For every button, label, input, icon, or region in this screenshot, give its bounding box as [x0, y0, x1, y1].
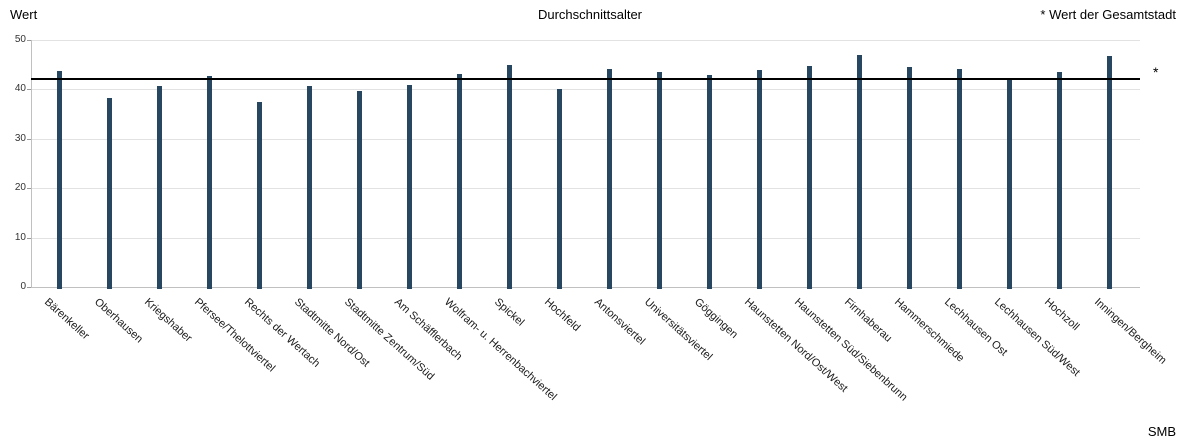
- y-axis-tick: [27, 138, 31, 140]
- y-gridline: [31, 188, 1140, 190]
- x-axis-label: Kriegshaber: [141, 296, 194, 345]
- x-axis-label: Firnhaberau: [841, 296, 894, 345]
- y-tick-label: 40: [14, 83, 26, 95]
- y-axis-line: [31, 40, 32, 288]
- bar: [757, 70, 762, 289]
- bar: [57, 70, 62, 289]
- bar: [557, 89, 562, 289]
- bar: [607, 69, 612, 289]
- bar: [707, 74, 712, 289]
- bar: [307, 85, 312, 289]
- y-tick-label: 10: [14, 231, 26, 243]
- y-tick-label: 20: [14, 182, 26, 194]
- x-axis-label: Stadtmitte Zentrum/Süd: [341, 296, 436, 383]
- bar: [407, 84, 412, 289]
- x-axis-label: Hochfeld: [541, 296, 582, 334]
- chart-title: Durchschnittsalter: [537, 7, 643, 22]
- reference-legend-note: * Wert der Gesamtstadt: [1040, 7, 1176, 22]
- y-tick-label: 0: [20, 281, 26, 292]
- bar: [357, 91, 362, 289]
- y-gridline: [31, 89, 1140, 91]
- y-axis-tick: [27, 287, 31, 288]
- x-axis-label: Oberhausen: [91, 296, 145, 346]
- y-axis-tick: [27, 89, 31, 91]
- x-axis-label: Göggingen: [691, 296, 740, 341]
- x-axis-label: Antonsviertel: [591, 296, 647, 348]
- x-axis-label: Hochzoll: [1041, 296, 1081, 334]
- x-axis-line: [31, 287, 1140, 288]
- bar: [857, 55, 862, 289]
- source-label: SMB: [1147, 424, 1176, 439]
- bar: [907, 67, 912, 289]
- bar: [107, 97, 112, 289]
- x-axis-label: Inningen/Bergheim: [1091, 296, 1169, 367]
- bar: [457, 74, 462, 289]
- y-tick-label: 50: [14, 34, 26, 45]
- bar: [257, 101, 262, 289]
- y-axis-tick: [27, 237, 31, 239]
- bar: [157, 86, 162, 289]
- y-axis-tick: [27, 188, 31, 190]
- x-axis-label: Spickel: [491, 296, 526, 329]
- y-tick-label: 30: [14, 132, 26, 144]
- bar: [657, 71, 662, 289]
- y-axis-tick: [27, 40, 31, 41]
- y-gridline: [31, 237, 1140, 239]
- x-axis-label: Haunstetten Nord/Ost/West: [741, 296, 850, 395]
- y-gridline: [31, 40, 1140, 41]
- x-axis-label: Lechhausen Süd/West: [991, 296, 1082, 379]
- x-axis-label: Bärenkeller: [41, 296, 91, 343]
- bar: [1007, 78, 1012, 289]
- bar: [957, 69, 962, 289]
- bar: [507, 64, 512, 289]
- bar: [207, 75, 212, 289]
- bar: [807, 66, 812, 289]
- y-axis-title: Wert: [10, 7, 38, 22]
- bar: [1057, 71, 1062, 289]
- reference-line: [31, 78, 1140, 81]
- y-gridline: [31, 138, 1140, 140]
- reference-line-marker: *: [1153, 64, 1159, 81]
- bar: [1107, 56, 1112, 289]
